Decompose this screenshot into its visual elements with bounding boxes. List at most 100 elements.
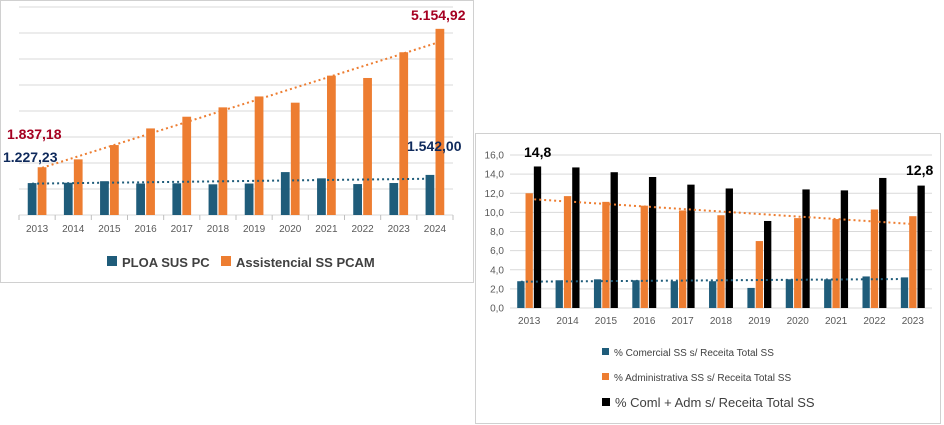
- data-label: 1.837,18: [7, 126, 62, 142]
- x-tick-label: 2016: [134, 224, 157, 235]
- bar--administrativa-ss-s-receita-total-ss-2014: [563, 196, 572, 308]
- x-tick-label: 2024: [424, 224, 447, 235]
- x-tick-label: 2018: [207, 224, 230, 235]
- bar-ploa-sus-pc-2016: [136, 183, 145, 215]
- bar-assistencial-ss-pcam-2024: [435, 28, 445, 216]
- x-tick-label: 2017: [672, 316, 695, 327]
- bar--coml-adm-s-receita-total-ss-2023: [917, 185, 925, 308]
- bar--comercial-ss-s-receita-total-ss-2015: [593, 279, 602, 308]
- x-tick-label: 2023: [902, 316, 925, 327]
- x-tick-label: 2015: [595, 316, 618, 327]
- bar-assistencial-ss-pcam-2016: [146, 128, 155, 215]
- bar--comercial-ss-s-receita-total-ss-2020: [785, 279, 794, 308]
- x-tick-label: 2023: [388, 224, 411, 235]
- data-label: 1.227,23: [3, 149, 58, 165]
- legend-label: Assistencial SS PCAM: [236, 255, 375, 270]
- y-tick-label: 2,0: [490, 284, 504, 295]
- bar--administrativa-ss-s-receita-total-ss-2015: [602, 201, 610, 308]
- bar--administrativa-ss-s-receita-total-ss-2017: [678, 210, 687, 308]
- data-label: 1.542,00: [407, 138, 462, 154]
- ploa-vs-assistencial-chart: 2013 2014 2015 2016 2017 2018 2019 2020 2021 2022…: [0, 0, 474, 283]
- legend-swatch: [602, 398, 610, 406]
- bar--comercial-ss-s-receita-total-ss-2022: [862, 276, 870, 308]
- legend-label: % Administrativa SS s/ Receita Total SS: [614, 373, 791, 384]
- y-tick-label: 16,0: [485, 151, 505, 162]
- bar-assistencial-ss-pcam-2014: [73, 159, 83, 215]
- bar--coml-adm-s-receita-total-ss-2021: [840, 190, 849, 308]
- bar--administrativa-ss-s-receita-total-ss-2019: [755, 241, 764, 308]
- bar--comercial-ss-s-receita-total-ss-2018: [709, 281, 717, 308]
- bar-assistencial-ss-pcam-2020: [290, 102, 300, 215]
- bar--coml-adm-s-receita-total-ss-2020: [802, 189, 810, 308]
- bar-ploa-sus-pc-2024: [425, 174, 435, 215]
- bar-ploa-sus-pc-2014: [63, 182, 73, 215]
- bar-ploa-sus-pc-2015: [100, 181, 109, 215]
- bar-ploa-sus-pc-2020: [280, 172, 290, 215]
- legend-swatch: [602, 348, 609, 355]
- bar-ploa-sus-pc-2022: [353, 184, 362, 215]
- x-tick-label: 2017: [171, 224, 194, 235]
- bar--coml-adm-s-receita-total-ss-2015: [610, 172, 618, 308]
- bar--administrativa-ss-s-receita-total-ss-2021: [832, 219, 840, 308]
- bar--administrativa-ss-s-receita-total-ss-2013: [525, 193, 533, 308]
- bar-ploa-sus-pc-2018: [208, 184, 218, 215]
- bar-assistencial-ss-pcam-2013: [37, 167, 47, 215]
- bar-assistencial-ss-pcam-2019: [254, 96, 264, 215]
- legend-label: % Coml + Adm s/ Receita Total SS: [615, 395, 815, 410]
- bar-ploa-sus-pc-2013: [27, 183, 37, 215]
- y-tick-label: 4,0: [490, 265, 504, 276]
- trendline-0: [520, 278, 905, 283]
- x-tick-label: 2021: [315, 224, 338, 235]
- bar-assistencial-ss-pcam-2018: [218, 107, 228, 215]
- data-label: 12,8: [906, 162, 933, 178]
- bar--coml-adm-s-receita-total-ss-2017: [687, 184, 695, 308]
- y-tick-label: 12,0: [485, 189, 505, 200]
- bar--coml-adm-s-receita-total-ss-2019: [764, 220, 772, 308]
- data-label: 14,8: [524, 144, 551, 160]
- bar--coml-adm-s-receita-total-ss-2018: [725, 188, 733, 308]
- x-tick-label: 2013: [518, 316, 541, 327]
- bar-ploa-sus-pc-2017: [172, 183, 182, 215]
- legend-swatch: [107, 256, 117, 266]
- x-tick-label: 2019: [748, 316, 771, 327]
- bar--comercial-ss-s-receita-total-ss-2016: [632, 280, 640, 308]
- percent-receita-chart: 0,0 2,0 4,0 6,0 8,0 10,0 12,0 14,0 16,0 2013 2014 2…: [475, 133, 941, 424]
- bar--comercial-ss-s-receita-total-ss-2023: [900, 277, 909, 308]
- x-tick-label: 2021: [825, 316, 848, 327]
- bar--comercial-ss-s-receita-total-ss-2021: [824, 279, 832, 308]
- y-tick-label: 10,0: [485, 208, 505, 219]
- legend-swatch: [602, 373, 609, 380]
- bar--comercial-ss-s-receita-total-ss-2017: [670, 281, 678, 308]
- x-tick-label: 2019: [243, 224, 266, 235]
- bar-ploa-sus-pc-2023: [389, 183, 399, 215]
- x-tick-label: 2016: [633, 316, 656, 327]
- bar--administrativa-ss-s-receita-total-ss-2023: [909, 216, 917, 308]
- bar--comercial-ss-s-receita-total-ss-2014: [555, 280, 563, 308]
- trendline-1: [41, 40, 441, 169]
- bar-ploa-sus-pc-2021: [317, 178, 326, 215]
- bar-assistencial-ss-pcam-2015: [110, 145, 119, 215]
- legend-swatch: [221, 256, 231, 266]
- bar--coml-adm-s-receita-total-ss-2016: [648, 176, 657, 308]
- y-tick-label: 0,0: [490, 304, 504, 315]
- bar-assistencial-ss-pcam-2017: [182, 116, 192, 215]
- chart1-svg: 2013 2014 2015 2016 2017 2018 2019 2020 2021 2022…: [3, 6, 466, 270]
- bar--comercial-ss-s-receita-total-ss-2013: [517, 281, 525, 308]
- bar-assistencial-ss-pcam-2023: [399, 52, 409, 215]
- bar--administrativa-ss-s-receita-total-ss-2020: [794, 218, 802, 308]
- x-tick-label: 2014: [62, 224, 85, 235]
- data-label: 5.154,92: [411, 7, 466, 23]
- legend-label: PLOA SUS PC: [122, 255, 210, 270]
- bar-assistencial-ss-pcam-2021: [327, 75, 336, 215]
- x-tick-label: 2020: [279, 224, 302, 235]
- bar-assistencial-ss-pcam-2022: [363, 77, 372, 215]
- bar--administrativa-ss-s-receita-total-ss-2022: [870, 209, 879, 308]
- bar--administrativa-ss-s-receita-total-ss-2016: [640, 205, 648, 308]
- x-tick-label: 2014: [556, 316, 579, 327]
- bar--coml-adm-s-receita-total-ss-2022: [879, 177, 887, 308]
- x-tick-label: 2020: [787, 316, 810, 327]
- trendline-1: [529, 197, 913, 226]
- trendline-0: [32, 177, 430, 185]
- chart2-svg: 0,0 2,0 4,0 6,0 8,0 10,0 12,0 14,0 16,0 2013 2014 2…: [485, 144, 934, 410]
- bar--coml-adm-s-receita-total-ss-2014: [572, 167, 580, 308]
